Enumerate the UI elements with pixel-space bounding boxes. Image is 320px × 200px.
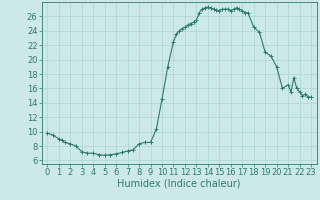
X-axis label: Humidex (Indice chaleur): Humidex (Indice chaleur) bbox=[117, 179, 241, 189]
